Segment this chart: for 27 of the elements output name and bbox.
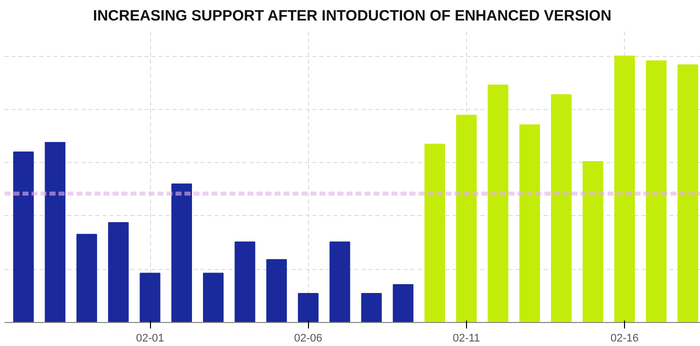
bar [550,94,572,322]
x-tick-label: 02-16 [610,332,639,344]
bar [44,142,66,322]
bar [266,259,287,322]
bar [330,242,350,322]
x-tick-label: 02-06 [294,332,322,344]
bar [108,222,129,322]
x-tick-label: 02-01 [136,332,164,344]
bar [298,292,319,322]
bar [202,272,224,322]
bar [519,124,540,322]
bar [13,152,34,322]
bar [171,183,192,322]
bar [582,161,604,322]
bar [456,114,477,322]
bar [140,272,160,322]
bar [361,292,382,322]
bar [678,64,698,322]
bar [234,242,256,322]
x-tick-label: 02-11 [452,332,480,344]
bar [614,56,635,322]
chart-title: INCREASING SUPPORT AFTER INTODUCTION OF ENHANCED VERSION [93,8,612,24]
bar [424,144,446,322]
bar [488,84,508,322]
bar [646,60,667,322]
bar [392,284,414,322]
bar [76,234,98,322]
